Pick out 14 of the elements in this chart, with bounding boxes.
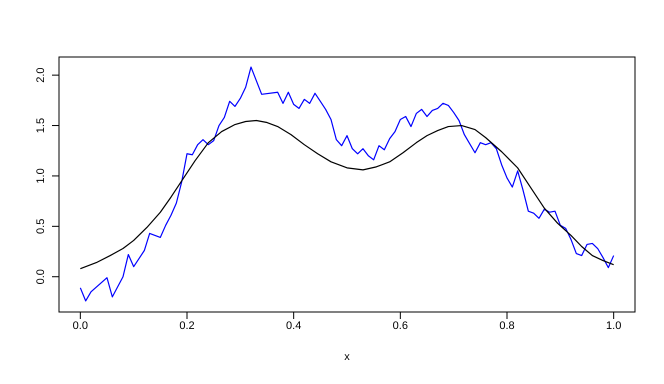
y-tick-label: 2.0 [35, 67, 47, 83]
x-tick-label: 0.6 [392, 320, 408, 332]
x-tick-label: 0.8 [499, 320, 515, 332]
x-tick-label: 0.2 [179, 320, 195, 332]
x-tick-label: 0.0 [72, 320, 88, 332]
y-tick-label: 1.0 [35, 168, 47, 184]
x-tick-label: 0.4 [286, 320, 302, 332]
y-tick-label: 0.5 [35, 218, 47, 234]
x-tick-label: 1.0 [606, 320, 622, 332]
line-series [80, 66, 614, 302]
y-tick-label: 1.5 [35, 118, 47, 134]
line-series [80, 120, 614, 270]
x-axis-title: x [344, 351, 350, 363]
y-tick-label: 0.0 [35, 269, 47, 284]
